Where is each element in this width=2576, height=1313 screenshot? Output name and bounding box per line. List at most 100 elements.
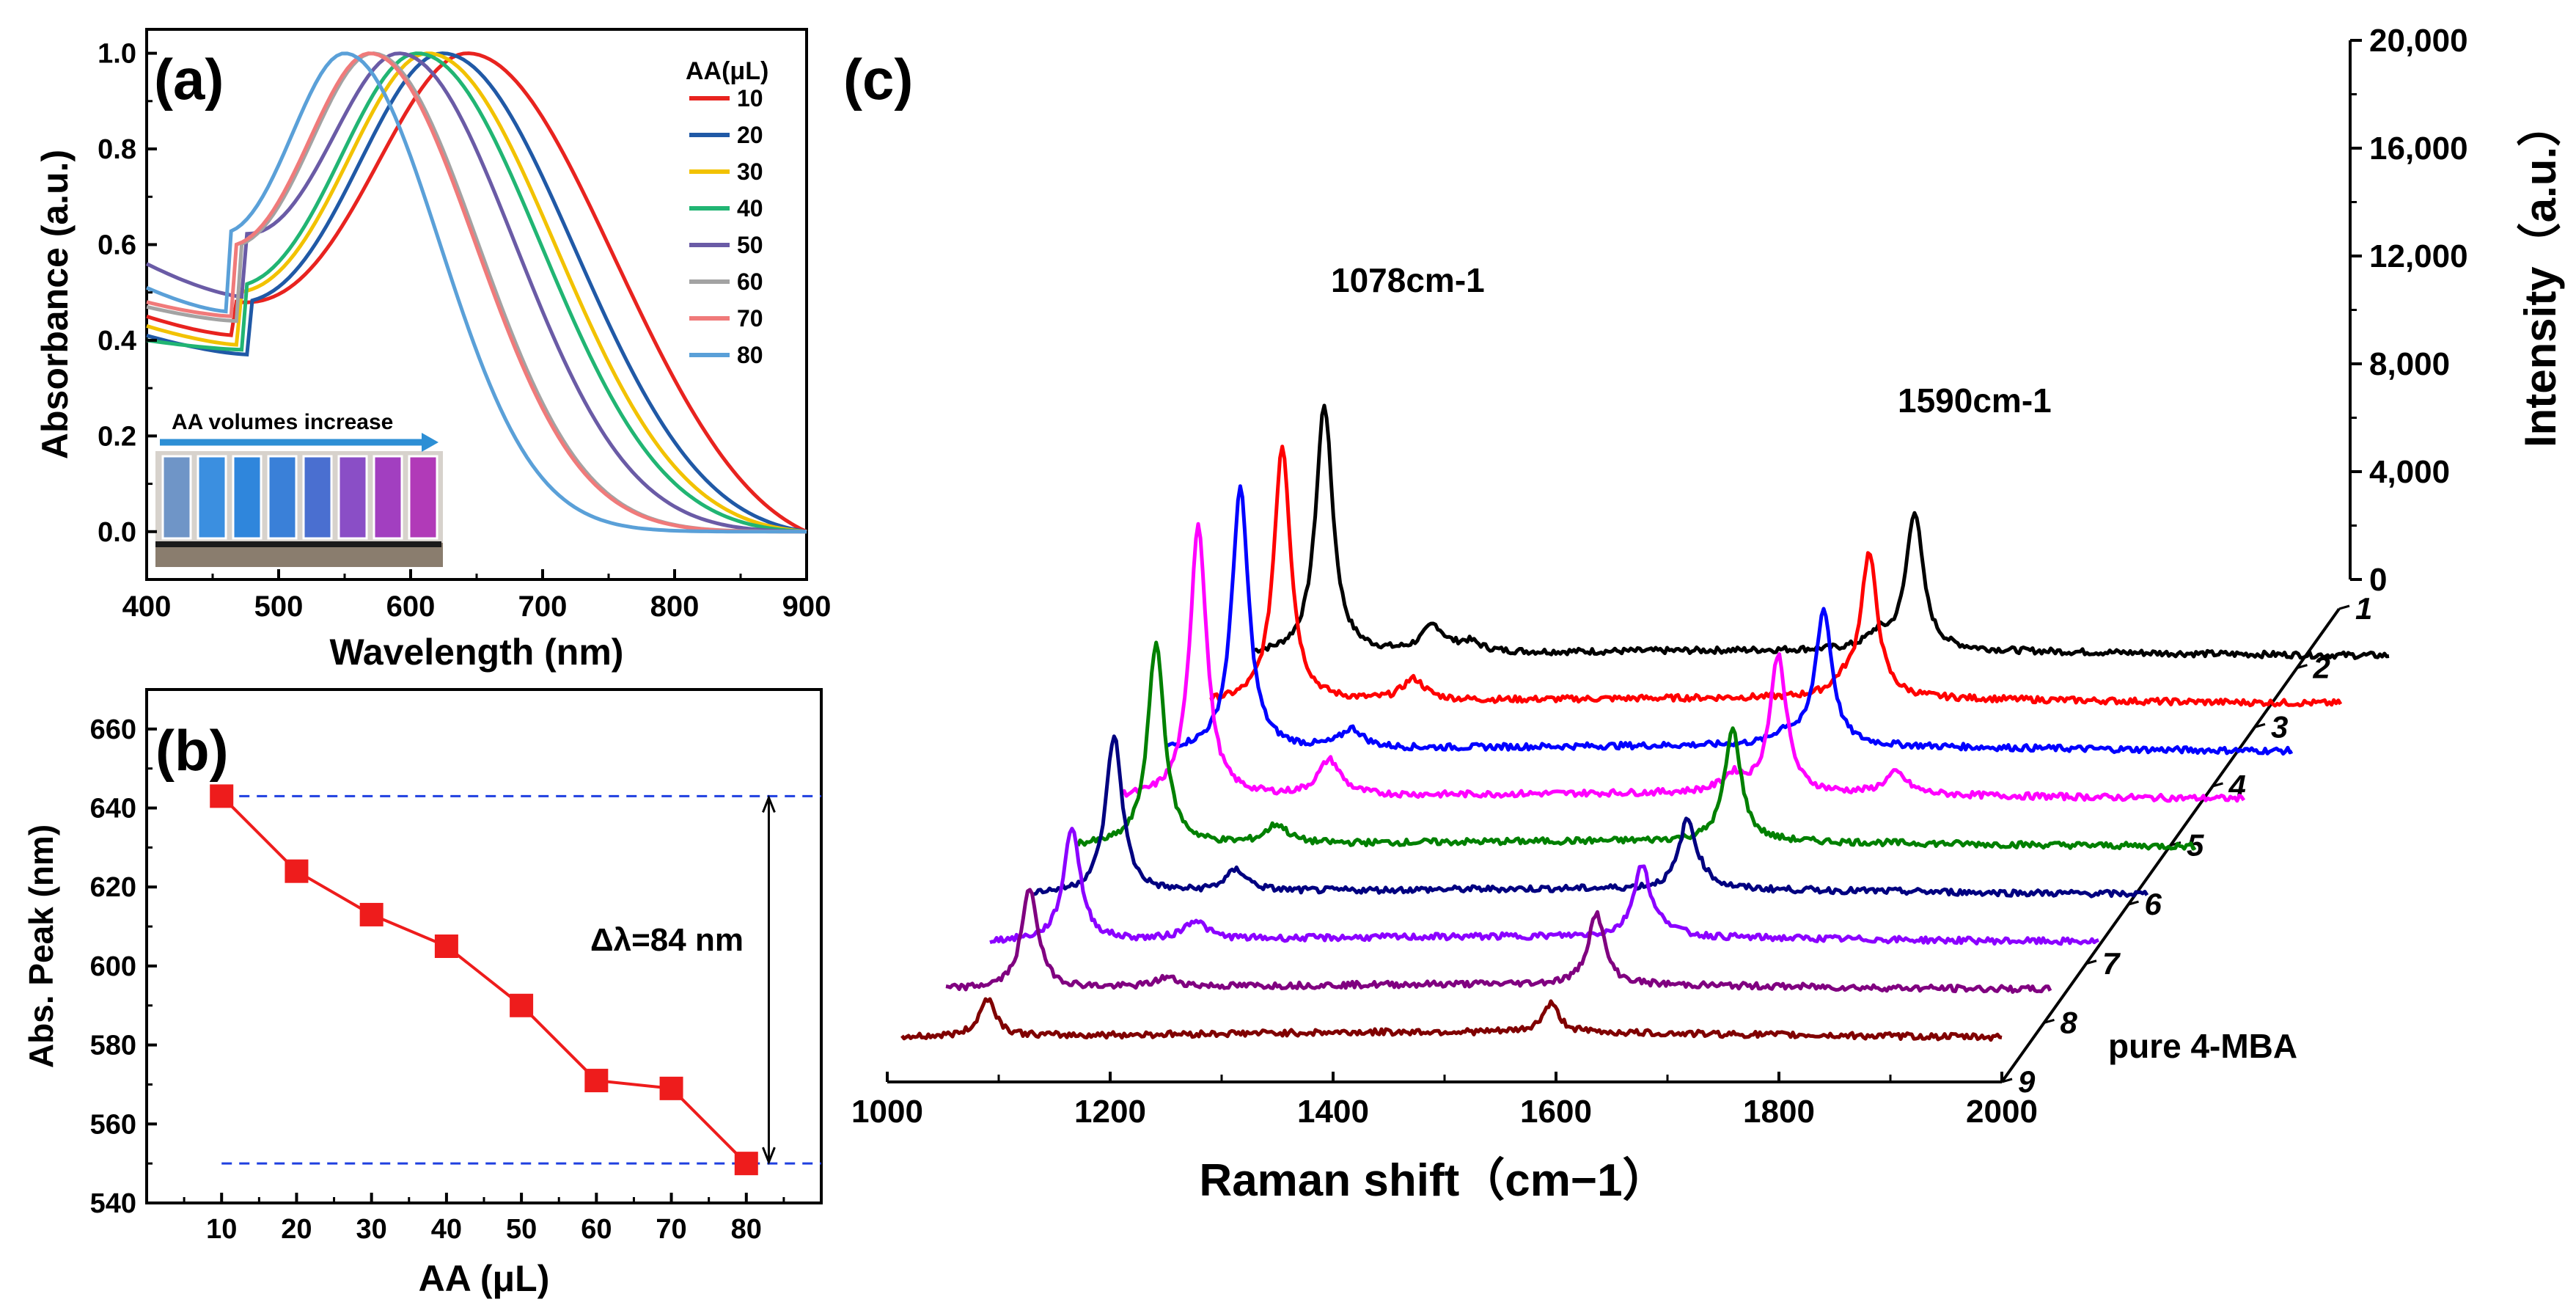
panel-b: 10 20 30 40 50 60 70 80 540 560 580 600 620 640 660 (b…: [22, 688, 823, 1299]
inset-vial: [373, 455, 403, 540]
y-tick-label: 0.4: [98, 326, 136, 356]
panel-b-label: (b): [155, 718, 229, 783]
y-tick-label: 660: [90, 714, 136, 745]
peak-marker: [510, 993, 534, 1017]
x-tick-label: 800: [650, 590, 700, 623]
x-tick-label: 30: [356, 1214, 387, 1245]
c-depth-tick: [2338, 604, 2350, 610]
x-tick-label: 50: [506, 1214, 537, 1245]
panel-c-xlabel: Raman shift（cm−1）: [1199, 1155, 1667, 1206]
c-depth-tick: [2001, 1078, 2013, 1083]
absorbance-curve-10: [146, 51, 808, 534]
c-depth-tick: [2297, 664, 2308, 670]
peak-marker: [584, 1069, 609, 1093]
x-tick-label: 400: [122, 590, 172, 623]
absorbance-curve-40: [146, 51, 807, 534]
absorbance-curve-20: [146, 51, 807, 534]
legend-label-70: 70: [737, 305, 763, 332]
panel-c-zlabel: Intensity（a.u.）: [2516, 103, 2565, 447]
legend-label-20: 20: [737, 122, 763, 148]
c-depth-label-1: 1: [2355, 591, 2372, 626]
panel-a-label: (a): [154, 47, 224, 111]
inset-vial: [337, 455, 368, 540]
panel-b-ylabel: Abs. Peak (nm): [22, 824, 60, 1068]
legend-label-10: 10: [737, 85, 763, 111]
panel-a-ylabel: Absorbance (a.u.): [34, 150, 76, 459]
y-tick-label: 640: [90, 794, 136, 824]
y-tick-label: 600: [90, 951, 136, 982]
x-tick-label: 80: [731, 1214, 762, 1245]
peak-marker: [285, 859, 309, 883]
c-depth-tick: [2254, 723, 2266, 728]
c-z-tick-label: 16,000: [2369, 131, 2468, 167]
x-tick-label: 70: [656, 1214, 686, 1245]
raman-spectrum-2: [1209, 445, 2343, 708]
legend-label-30: 30: [737, 158, 763, 185]
inset-vial: [232, 455, 263, 540]
y-tick-label: 580: [90, 1031, 136, 1061]
c-depth-tick: [2044, 1018, 2055, 1024]
peak-marker: [359, 902, 384, 926]
y-tick-label: 0.6: [98, 230, 136, 260]
x-tick-label: 700: [518, 590, 568, 623]
panel-c: 1000 1200 1400 1600 1800 200012345678904,0008…: [843, 23, 2565, 1206]
y-tick-label: 560: [90, 1109, 136, 1140]
legend-label-40: 40: [737, 195, 763, 222]
peak-marker: [434, 935, 458, 958]
y-tick-label: 0.2: [98, 421, 136, 452]
c-x-tick-label: 1000: [851, 1094, 923, 1130]
panel-c-label: (c): [843, 47, 913, 111]
x-tick-label: 900: [782, 590, 832, 623]
peak-label-1590: 1590cm-1: [1898, 381, 2052, 420]
c-depth-label-8: 8: [2061, 1005, 2078, 1039]
peak-marker: [210, 784, 234, 808]
inset-vial: [161, 455, 192, 540]
y-tick-label: 1.0: [98, 39, 136, 70]
peak-marker: [659, 1076, 683, 1100]
panel-a: 400 500 600 700 800 900 0.0 0.2 0.4 0.6 0.8 1.0 AA(…: [34, 28, 832, 673]
panel-a-legend: AA(μL) 10 20 30 40 50 60 70 80: [686, 57, 768, 368]
c-depth-tick: [2212, 782, 2223, 788]
y-tick-label: 0.0: [98, 517, 136, 548]
y-tick-label: 0.8: [98, 134, 136, 165]
x-tick-label: 40: [431, 1214, 462, 1245]
raman-spectrum-9: [900, 997, 2003, 1042]
c-depth-label-7: 7: [2102, 946, 2121, 981]
peak-marker: [734, 1152, 758, 1176]
c-depth-label-3: 3: [2271, 709, 2288, 744]
x-tick-label: 10: [206, 1214, 237, 1245]
c-z-tick-label: 8,000: [2369, 346, 2450, 382]
c-z-tick-label: 20,000: [2369, 23, 2468, 59]
delta-arrow-bottom: [762, 1146, 776, 1166]
panel-a-inset: [155, 433, 443, 567]
c-depth-label-9: 9: [2018, 1064, 2036, 1099]
inset-vial: [302, 455, 333, 540]
inset-vial: [197, 455, 227, 540]
y-tick-label: 620: [90, 872, 136, 903]
raman-spectrum-8: [945, 888, 2052, 994]
c-x-tick-label: 2000: [1966, 1094, 2038, 1130]
peak-line: [220, 794, 748, 1165]
absorbance-curve-80: [146, 51, 807, 534]
c-x-tick-label: 1800: [1743, 1094, 1815, 1130]
delta-arrow-top: [762, 794, 776, 813]
panel-a-xlabel: Wavelength (nm): [330, 632, 624, 673]
c-x-tick-label: 1200: [1074, 1094, 1146, 1130]
x-tick-label: 60: [581, 1214, 612, 1245]
raman-spectrum-4: [1120, 522, 2246, 803]
inset-vial: [267, 455, 298, 540]
legend-label-50: 50: [737, 232, 763, 258]
x-tick-label: 20: [281, 1214, 312, 1245]
peak-label-1078: 1078cm-1: [1331, 261, 1485, 299]
delta-lambda-annotation: Δλ=84 nm: [590, 922, 744, 958]
absorbance-curve-70: [146, 51, 807, 534]
inset-arrow-head: [422, 433, 438, 452]
y-tick-label: 540: [90, 1188, 136, 1219]
c-z-tick-label: 12,000: [2369, 238, 2468, 274]
c-depth-tick: [2085, 959, 2097, 965]
legend-label-80: 80: [737, 342, 763, 368]
inset-vial: [408, 455, 438, 540]
raman-spectrum-1: [1253, 403, 2390, 660]
c-z-tick-label: 4,000: [2369, 454, 2450, 490]
